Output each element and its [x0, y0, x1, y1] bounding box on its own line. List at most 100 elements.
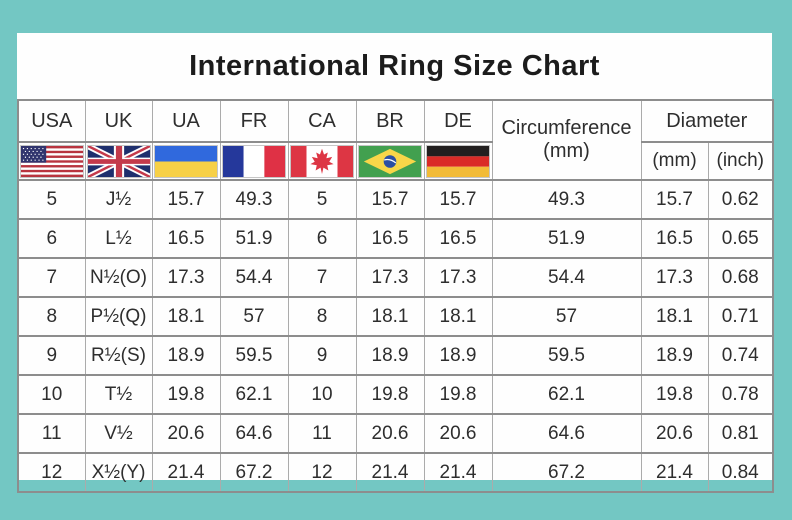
- table-row: 9 R½(S) 18.9 59.5 9 18.9 18.9 59.5 18.9 0.74: [17, 335, 774, 375]
- table-cell: 17.3: [151, 257, 220, 297]
- table-row: 8 P½(Q) 18.1 57 8 18.1 18.1 57 18.1 0.71: [17, 296, 774, 336]
- table-cell: 11: [17, 413, 85, 453]
- table-cell: 49.3: [219, 179, 288, 219]
- table-row: 6 L½ 16.5 51.9 6 16.5 16.5 51.9 16.5 0.65: [17, 218, 774, 258]
- col-header-diameter-mm: (mm): [640, 141, 708, 180]
- table-cell: 15.7: [151, 179, 220, 219]
- col-header-de: DE: [423, 99, 492, 142]
- col-header-fr: FR: [219, 99, 288, 142]
- table-cell: 51.9: [491, 218, 641, 258]
- table-cell: L½: [84, 218, 152, 258]
- ring-size-chart-card: International Ring Size Chart USA UK UA …: [17, 33, 775, 493]
- table-cell: 20.6: [151, 413, 220, 453]
- table-cell: 18.9: [151, 335, 220, 375]
- table-cell: 59.5: [491, 335, 641, 375]
- usa-flag-icon: [19, 144, 85, 178]
- col-header-diameter: Diameter: [640, 99, 774, 142]
- table-cell: 7: [17, 257, 85, 297]
- col-header-circumference: Circumference (mm): [491, 99, 641, 180]
- table-cell: 15.7: [423, 179, 492, 219]
- table-cell: 9: [17, 335, 85, 375]
- table-cell: 19.8: [423, 374, 492, 414]
- table-cell: 0.74: [707, 335, 774, 375]
- table-row: 10 T½ 19.8 62.1 10 19.8 19.8 62.1 19.8 0.78: [17, 374, 774, 414]
- table-cell: 20.6: [355, 413, 424, 453]
- table-cell: 19.8: [151, 374, 220, 414]
- table-cell: 21.4: [355, 452, 424, 492]
- table-cell: 54.4: [219, 257, 288, 297]
- table-cell: 18.1: [640, 296, 708, 336]
- table-cell: 62.1: [491, 374, 641, 414]
- table-row: 12 X½(Y) 21.4 67.2 12 21.4 21.4 67.2 21.4 0.84: [17, 452, 774, 492]
- table-cell: 18.1: [423, 296, 492, 336]
- table-cell: 7: [287, 257, 356, 297]
- table-cell: 16.5: [640, 218, 708, 258]
- table-cell: 64.6: [219, 413, 288, 453]
- table-cell: 17.3: [640, 257, 708, 297]
- col-header-uk: UK: [84, 99, 152, 142]
- table-cell: P½(Q): [84, 296, 152, 336]
- table-cell: 16.5: [151, 218, 220, 258]
- table-cell: 8: [287, 296, 356, 336]
- table-cell: 0.62: [707, 179, 774, 219]
- table-cell: 0.81: [707, 413, 774, 453]
- table-cell: 17.3: [423, 257, 492, 297]
- col-header-diameter-inch: (inch): [707, 141, 774, 180]
- table-cell: 10: [287, 374, 356, 414]
- ring-size-table: USA UK UA FR CA BR DE Circumference (mm)…: [17, 99, 775, 493]
- col-header-ua: UA: [151, 99, 220, 142]
- table-cell: 8: [17, 296, 85, 336]
- table-cell: 59.5: [219, 335, 288, 375]
- table-cell: 0.68: [707, 257, 774, 297]
- table-cell: 67.2: [219, 452, 288, 492]
- ukraine-flag-icon: [153, 144, 220, 178]
- uk-flag-icon: [86, 144, 152, 178]
- table-cell: 0.65: [707, 218, 774, 258]
- circumference-label-line1: Circumference: [501, 117, 632, 139]
- table-cell: 19.8: [355, 374, 424, 414]
- chart-title: International Ring Size Chart: [189, 49, 600, 82]
- table-cell: 18.9: [640, 335, 708, 375]
- table-cell: 18.1: [151, 296, 220, 336]
- table-cell: 57: [219, 296, 288, 336]
- table-cell: 18.9: [355, 335, 424, 375]
- table-cell: J½: [84, 179, 152, 219]
- brazil-flag-icon: [357, 144, 424, 178]
- table-cell: 12: [287, 452, 356, 492]
- table-cell: V½: [84, 413, 152, 453]
- table-body: 5 J½ 15.7 49.3 5 15.7 15.7 49.3 15.7 0.62 6 L½ 16.5 5…: [17, 179, 774, 492]
- table-cell: 0.71: [707, 296, 774, 336]
- table-cell: 10: [17, 374, 85, 414]
- france-flag-icon: [221, 144, 288, 178]
- table-cell: T½: [84, 374, 152, 414]
- col-header-ca: CA: [287, 99, 356, 142]
- table-cell: 6: [287, 218, 356, 258]
- table-cell: 5: [287, 179, 356, 219]
- table-cell: N½(O): [84, 257, 152, 297]
- table-cell: 16.5: [423, 218, 492, 258]
- flag-row: (mm) (inch): [17, 141, 774, 180]
- table-cell: 17.3: [355, 257, 424, 297]
- table-cell: 5: [17, 179, 85, 219]
- table-cell: 11: [287, 413, 356, 453]
- table-cell: 20.6: [640, 413, 708, 453]
- table-row: 11 V½ 20.6 64.6 11 20.6 20.6 64.6 20.6 0.81: [17, 413, 774, 453]
- table-cell: 21.4: [151, 452, 220, 492]
- table-cell: 18.1: [355, 296, 424, 336]
- table-cell: 15.7: [640, 179, 708, 219]
- table-cell: 20.6: [423, 413, 492, 453]
- table-cell: 0.84: [707, 452, 774, 492]
- table-cell: 18.9: [423, 335, 492, 375]
- table-row: 7 N½(O) 17.3 54.4 7 17.3 17.3 54.4 17.3 0.68: [17, 257, 774, 297]
- table-cell: 62.1: [219, 374, 288, 414]
- table-cell: 57: [491, 296, 641, 336]
- table-cell: 15.7: [355, 179, 424, 219]
- table-cell: 12: [17, 452, 85, 492]
- country-header-row: USA UK UA FR CA BR DE Circumference (mm)…: [17, 99, 774, 180]
- table-cell: R½(S): [84, 335, 152, 375]
- table-cell: 0.78: [707, 374, 774, 414]
- germany-flag-icon: [425, 144, 492, 178]
- table-cell: 6: [17, 218, 85, 258]
- table-cell: 49.3: [491, 179, 641, 219]
- table-cell: 51.9: [219, 218, 288, 258]
